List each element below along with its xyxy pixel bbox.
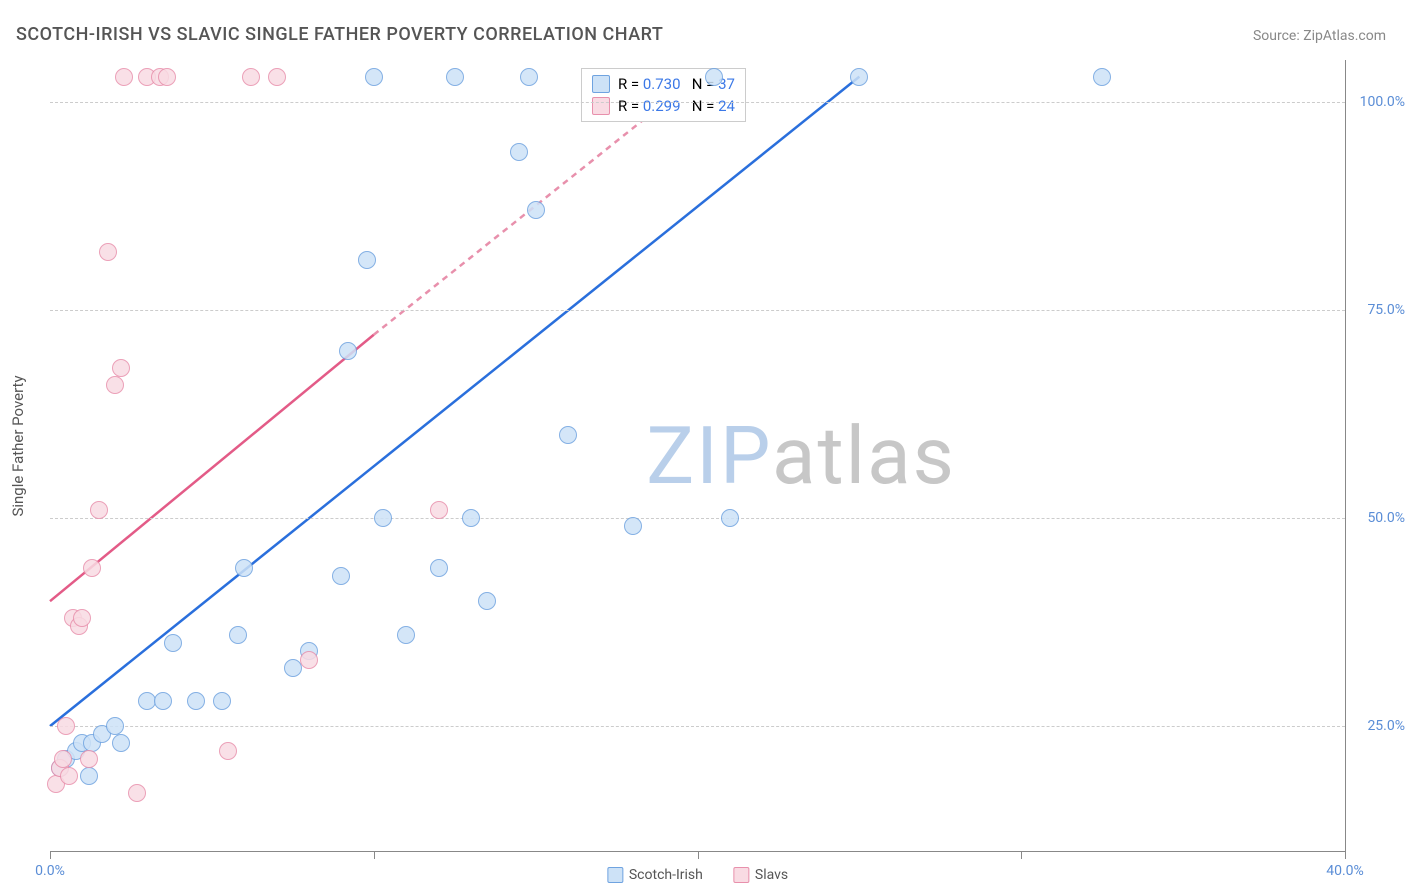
data-point (235, 559, 253, 577)
data-point (510, 143, 528, 161)
data-point (99, 243, 117, 261)
data-point (242, 68, 260, 86)
data-point (106, 376, 124, 394)
data-point (128, 784, 146, 802)
x-tick-mark (1345, 851, 1346, 859)
data-point (527, 201, 545, 219)
legend: Scotch-Irish Slavs (607, 867, 788, 883)
data-point (430, 501, 448, 519)
data-point (90, 501, 108, 519)
legend-swatch (607, 867, 623, 883)
data-point (332, 567, 350, 585)
y-tick-label: 75.0% (1367, 302, 1405, 318)
data-point (374, 509, 392, 527)
data-point (721, 509, 739, 527)
data-point (154, 692, 172, 710)
y-tick-label: 50.0% (1367, 510, 1405, 526)
data-point (284, 659, 302, 677)
legend-swatch (733, 867, 749, 883)
legend-item: Slavs (733, 867, 788, 883)
data-point (705, 68, 723, 86)
data-point (462, 509, 480, 527)
x-tick-mark (374, 851, 375, 859)
data-point (187, 692, 205, 710)
data-point (430, 559, 448, 577)
data-point (73, 609, 91, 627)
data-point (365, 68, 383, 86)
gridline (50, 518, 1345, 519)
data-point (229, 626, 247, 644)
data-point (358, 251, 376, 269)
data-point (559, 426, 577, 444)
data-point (478, 592, 496, 610)
gridline (50, 310, 1345, 311)
data-point (57, 717, 75, 735)
data-point (300, 651, 318, 669)
x-tick-mark (1021, 851, 1022, 859)
data-point (339, 342, 357, 360)
data-point (80, 750, 98, 768)
legend-swatch (592, 97, 610, 115)
data-point (164, 634, 182, 652)
data-point (268, 68, 286, 86)
data-point (624, 517, 642, 535)
legend-item: Scotch-Irish (607, 867, 703, 883)
legend-label: Scotch-Irish (629, 867, 703, 883)
data-point (112, 734, 130, 752)
data-point (446, 68, 464, 86)
data-point (60, 767, 78, 785)
x-tick-label: 0.0% (35, 863, 65, 879)
trend-line (50, 77, 859, 726)
stat-text: R = 0.299 N = 24 (618, 97, 735, 115)
data-point (158, 68, 176, 86)
legend-label: Slavs (755, 867, 788, 883)
data-point (850, 68, 868, 86)
data-point (83, 559, 101, 577)
data-point (112, 359, 130, 377)
x-tick-mark (50, 851, 51, 859)
gridline (50, 726, 1345, 727)
data-point (1093, 68, 1111, 86)
data-point (115, 68, 133, 86)
y-tick-label: 25.0% (1367, 718, 1405, 734)
x-tick-mark (698, 851, 699, 859)
source-label: Source: ZipAtlas.com (1253, 28, 1386, 44)
data-point (106, 717, 124, 735)
data-point (397, 626, 415, 644)
data-point (54, 750, 72, 768)
data-point (80, 767, 98, 785)
y-axis-label: Single Father Poverty (9, 375, 27, 516)
trend-lines-layer (50, 60, 1345, 851)
legend-swatch (592, 75, 610, 93)
watermark: ZIPatlas (646, 409, 956, 503)
data-point (213, 692, 231, 710)
stats-row: R = 0.299 N = 24 (592, 95, 735, 117)
y-tick-label: 100.0% (1360, 94, 1405, 110)
data-point (520, 68, 538, 86)
chart-area: ZIPatlas R = 0.730 N = 37R = 0.299 N = 2… (50, 60, 1346, 852)
data-point (219, 742, 237, 760)
chart-title: SCOTCH-IRISH VS SLAVIC SINGLE FATHER POV… (16, 24, 663, 45)
x-tick-label: 40.0% (1326, 863, 1364, 879)
gridline (50, 102, 1345, 103)
